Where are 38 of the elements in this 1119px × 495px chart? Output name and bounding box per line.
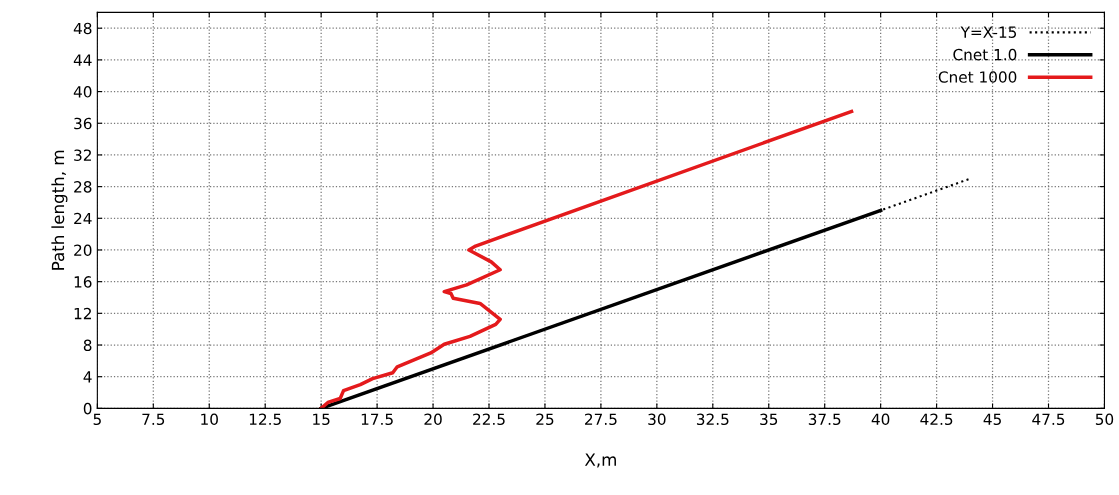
y-tick-label: 0 (83, 402, 92, 415)
y-tick-label: 4 (83, 371, 92, 383)
x-tick-label: 50 (1095, 413, 1114, 426)
x-tick-label: 30 (648, 413, 666, 426)
x-tick-label: 32.5 (696, 413, 729, 426)
y-tick-label: 32 (74, 149, 91, 161)
y-tick-label: 24 (74, 212, 92, 225)
x-tick-label: 37.5 (808, 413, 841, 426)
x-tick-label: 7.5 (142, 413, 165, 426)
x-tick-label: 17.5 (361, 413, 393, 426)
x-tick-label: 45 (983, 413, 1001, 426)
y-tick-label: 36 (74, 117, 92, 130)
y-tick-label: 48 (73, 22, 92, 35)
x-tick-label: 10 (201, 413, 218, 426)
legend-label: Y=X-15 (960, 26, 1017, 38)
y-tick-label: 8 (83, 339, 92, 352)
x-tick-label: 15 (313, 413, 330, 426)
y-axis-title: Path length, m (51, 150, 68, 270)
y-tick-label: 44 (73, 54, 92, 66)
x-tick-label: 27.5 (585, 413, 617, 426)
legend-label: Cnet 1000 (938, 71, 1017, 83)
y-tick-label: 28 (74, 181, 92, 193)
x-tick-label: 25 (536, 413, 554, 426)
x-tick-label: 40 (871, 413, 890, 426)
y-tick-label: 40 (73, 86, 92, 98)
y-tick-label: 20 (74, 244, 92, 256)
x-tick-label: 22.5 (473, 413, 505, 426)
x-tick-label: 12.5 (249, 413, 281, 426)
x-tick-label: 5 (93, 413, 101, 426)
y-tick-label: 16 (74, 276, 92, 288)
x-tick-label: 35 (760, 413, 778, 426)
legend-label: Cnet 1.0 (953, 48, 1017, 61)
line-series (319, 109, 854, 409)
x-tick-label: 47.5 (1032, 413, 1065, 426)
x-tick-label: 42.5 (920, 413, 953, 426)
y-tick-label: 12 (74, 307, 91, 320)
x-tick-label: 20 (424, 413, 442, 426)
x-axis-title: X,m (584, 453, 616, 468)
